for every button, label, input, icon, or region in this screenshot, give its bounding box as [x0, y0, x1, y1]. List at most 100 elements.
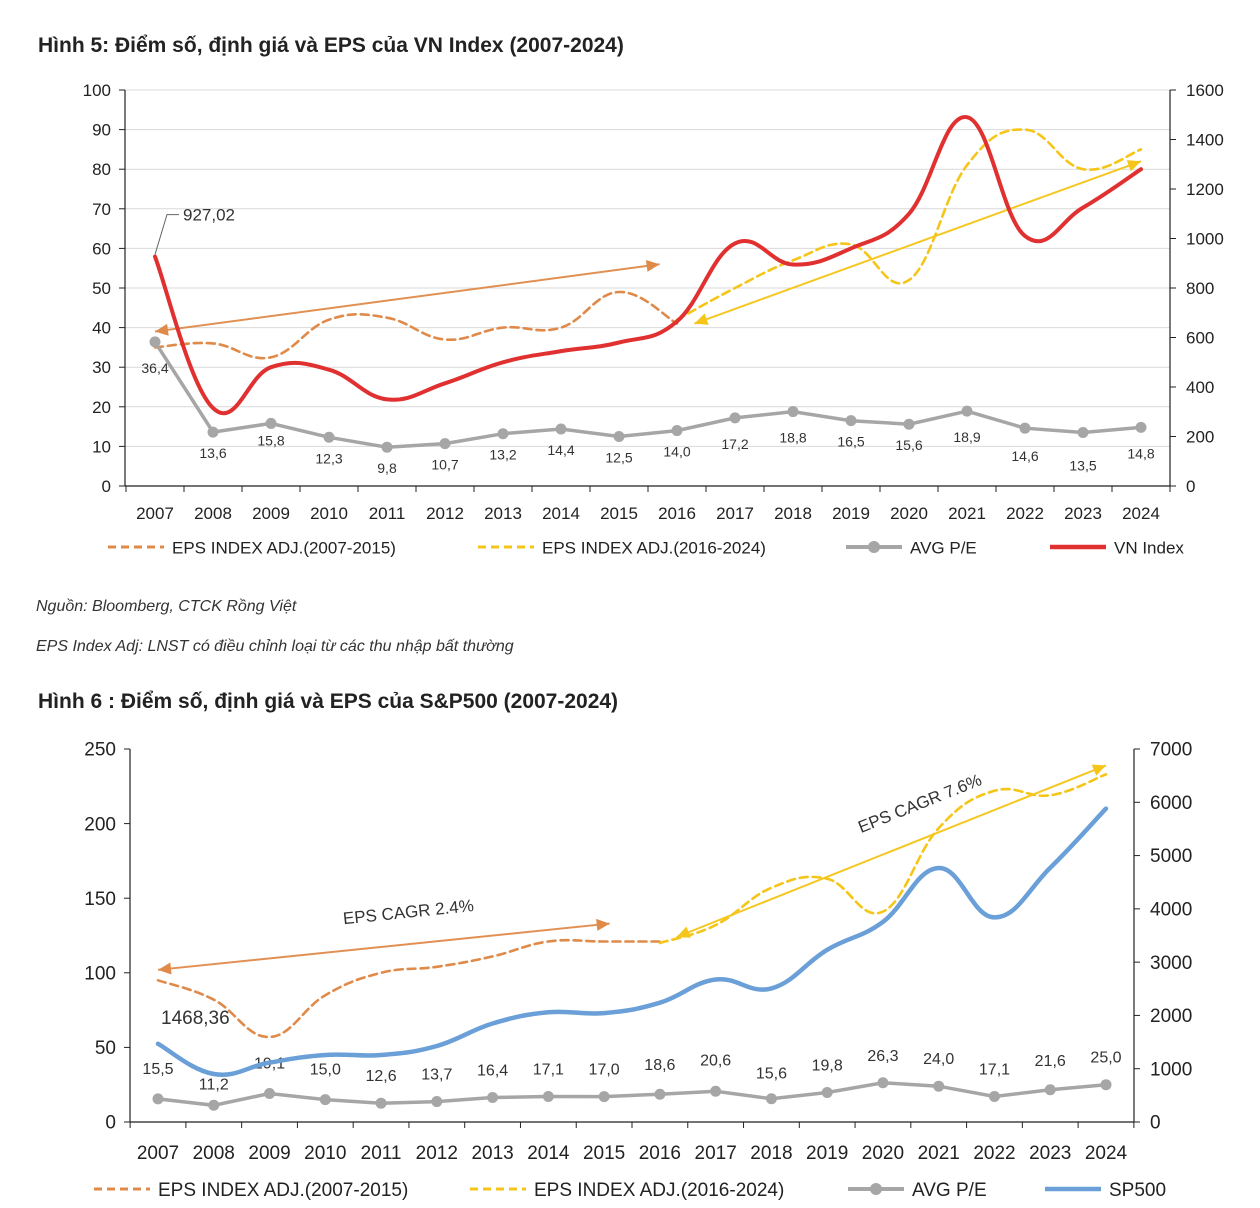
x-tick-label: 2010: [304, 1143, 346, 1164]
x-tick-label: 2024: [1122, 504, 1160, 523]
pe-data-label: 15,5: [142, 1061, 173, 1078]
eps-note: EPS Index Adj: LNST có điều chỉnh loại t…: [36, 638, 514, 655]
x-tick-label: 2022: [973, 1143, 1015, 1164]
pe-data-label: 11,2: [199, 1076, 229, 1093]
legend-marker: [868, 541, 880, 553]
y-left-tick-label: 150: [84, 889, 116, 910]
y-left-tick-label: 90: [92, 121, 111, 140]
pe-data-label: 14,0: [663, 444, 690, 460]
pe-point: [961, 405, 973, 417]
x-tick-label: 2015: [600, 504, 638, 523]
pe-data-label: 21,6: [1035, 1053, 1066, 1070]
y-right-tick-label: 3000: [1150, 953, 1192, 974]
pe-point: [431, 1096, 443, 1108]
pe-point: [152, 1093, 164, 1105]
pe-data-label: 13,2: [489, 447, 516, 463]
y-left-tick-label: 60: [92, 239, 111, 258]
pe-data-label: 17,2: [721, 436, 748, 452]
x-tick-label: 2014: [527, 1143, 570, 1164]
pe-data-label: 20,6: [700, 1052, 731, 1069]
y-right-tick-label: 800: [1186, 279, 1214, 298]
cagr-label: EPS CAGR 2.4%: [342, 896, 475, 928]
x-tick-label: 2012: [426, 504, 464, 523]
y-right-tick-label: 200: [1186, 427, 1214, 446]
figure6-title: Hình 6 : Điểm số, định giá và EPS của S&…: [38, 690, 619, 713]
pe-data-label: 24,0: [923, 1051, 954, 1068]
x-tick-label: 2016: [639, 1143, 681, 1164]
y-right-tick-label: 0: [1150, 1113, 1161, 1134]
x-tick-label: 2016: [658, 504, 696, 523]
first-value-label: 1468,36: [161, 1008, 230, 1029]
pe-data-label: 17,0: [589, 1062, 620, 1079]
cagr-arrow-head: [1091, 764, 1106, 776]
figure5-title: Hình 5: Điểm số, định giá và EPS của VN …: [38, 34, 624, 57]
pe-data-label: 16,4: [477, 1063, 508, 1080]
x-tick-label: 2017: [695, 1143, 737, 1164]
pe-data-label: 12,5: [605, 450, 632, 466]
pe-data-label: 19,8: [812, 1057, 843, 1074]
pe-data-label: 13,5: [1069, 458, 1096, 474]
pe-point: [1100, 1079, 1112, 1091]
y-right-tick-label: 6000: [1150, 793, 1192, 814]
pe-point: [710, 1085, 722, 1097]
pe-data-label: 26,3: [867, 1048, 898, 1065]
y-left-tick-label: 50: [95, 1038, 116, 1059]
pe-point: [487, 1092, 499, 1104]
x-tick-label: 2021: [918, 1143, 960, 1164]
x-tick-label: 2007: [137, 1143, 179, 1164]
pe-data-label: 25,0: [1090, 1050, 1121, 1067]
pe-data-label: 12,3: [315, 450, 342, 466]
pe-point: [988, 1090, 1000, 1102]
y-left-tick-label: 80: [92, 160, 111, 179]
x-tick-label: 2021: [948, 504, 986, 523]
pe-point: [207, 426, 219, 438]
y-left-tick-label: 10: [92, 437, 111, 456]
pe-point: [375, 1097, 387, 1109]
pe-point: [613, 431, 625, 442]
eps_old-series-line: [153, 290, 679, 360]
x-tick-label: 2013: [471, 1143, 513, 1164]
pe-point: [1019, 422, 1031, 434]
cagr-arrow-head: [155, 323, 169, 336]
pe-point: [821, 1086, 833, 1098]
pe-point: [1044, 1084, 1056, 1096]
pe-data-label: 17,1: [979, 1061, 1010, 1078]
legend-label: EPS INDEX ADJ.(2016-2024): [542, 538, 766, 557]
pe-data-label: 14,8: [1127, 445, 1154, 461]
source-note: Nguồn: Bloomberg, CTCK Rồng Việt: [36, 598, 297, 615]
pe-data-label: 18,8: [779, 430, 806, 446]
y-left-tick-label: 100: [84, 963, 116, 984]
y-right-tick-label: 7000: [1150, 740, 1192, 761]
y-right-tick-label: 4000: [1150, 900, 1192, 921]
x-tick-label: 2022: [1006, 504, 1044, 523]
x-tick-label: 2020: [890, 504, 928, 523]
x-tick-label: 2009: [248, 1143, 290, 1164]
y-left-tick-label: 70: [92, 200, 111, 219]
x-tick-label: 2007: [136, 504, 174, 523]
y-right-tick-label: 600: [1186, 328, 1214, 347]
y-right-tick-label: 1000: [1150, 1059, 1192, 1080]
y-left-tick-label: 0: [102, 477, 111, 496]
pe-point: [381, 441, 393, 453]
x-tick-label: 2012: [416, 1143, 458, 1164]
pe-point: [845, 415, 857, 427]
pe-point: [787, 406, 799, 418]
y-right-tick-label: 0: [1186, 477, 1195, 496]
pe-data-label: 12,6: [365, 1068, 396, 1085]
x-tick-label: 2014: [542, 504, 580, 523]
pe-point: [933, 1080, 945, 1092]
y-right-tick-label: 1600: [1186, 81, 1224, 100]
pe-point: [439, 438, 451, 450]
pe-data-label: 13,7: [421, 1067, 452, 1084]
x-tick-label: 2019: [832, 504, 870, 523]
y-right-tick-label: 1000: [1186, 229, 1224, 248]
pe-point: [877, 1077, 889, 1089]
pe-point: [598, 1091, 610, 1103]
pe-data-label: 15,0: [310, 1062, 341, 1079]
pe-data-label: 14,6: [1011, 448, 1038, 464]
pe-line: [157, 1081, 1107, 1108]
x-tick-label: 2010: [310, 504, 348, 523]
x-tick-label: 2011: [361, 1143, 402, 1164]
x-tick-label: 2011: [369, 504, 406, 523]
cagr-arrow-head: [1126, 160, 1141, 172]
